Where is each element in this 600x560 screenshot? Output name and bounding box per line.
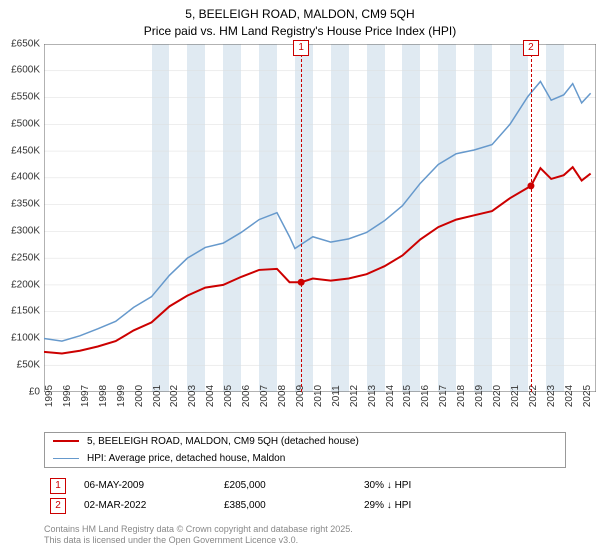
footer-line2: This data is licensed under the Open Gov… [44,535,600,547]
sales-date: 06-MAY-2009 [84,480,224,491]
y-tick-label: £450K [0,145,40,156]
sales-price: £205,000 [224,480,364,491]
chart-title: 5, BEELEIGH ROAD, MALDON, CM9 5QH Price … [0,0,600,44]
title-address: 5, BEELEIGH ROAD, MALDON, CM9 5QH [0,6,600,23]
y-tick-label: £350K [0,199,40,210]
sales-row: 2 02-MAR-2022 £385,000 29% ↓ HPI [44,496,564,516]
y-tick-label: £550K [0,92,40,103]
title-subtitle: Price paid vs. HM Land Registry's House … [0,23,600,40]
footer-line1: Contains HM Land Registry data © Crown c… [44,524,600,536]
marker-badge: 2 [523,40,539,56]
y-tick-label: £300K [0,225,40,236]
sales-diff: 29% ↓ HPI [364,500,464,511]
legend-label: HPI: Average price, detached house, Mald… [87,453,285,464]
y-tick-label: £200K [0,279,40,290]
legend-item: HPI: Average price, detached house, Mald… [45,450,565,467]
legend-swatch [53,458,79,459]
y-tick-label: £150K [0,306,40,317]
chart-container: 5, BEELEIGH ROAD, MALDON, CM9 5QH Price … [0,0,600,560]
legend-item: 5, BEELEIGH ROAD, MALDON, CM9 5QH (detac… [45,433,565,450]
sales-marker: 2 [50,498,66,514]
sales-marker: 1 [50,478,66,494]
y-tick-label: £400K [0,172,40,183]
y-tick-label: £600K [0,65,40,76]
sales-diff: 30% ↓ HPI [364,480,464,491]
plot-area: £0£50K£100K£150K£200K£250K£300K£350K£400… [44,44,596,392]
marker-badge: 1 [293,40,309,56]
legend-swatch [53,440,79,442]
footer: Contains HM Land Registry data © Crown c… [44,524,600,547]
x-tick-label: 2025 [582,384,600,406]
sales-row: 1 06-MAY-2009 £205,000 30% ↓ HPI [44,476,564,496]
y-tick-label: £250K [0,252,40,263]
legend-label: 5, BEELEIGH ROAD, MALDON, CM9 5QH (detac… [87,436,359,447]
legend: 5, BEELEIGH ROAD, MALDON, CM9 5QH (detac… [44,432,566,468]
sales-price: £385,000 [224,500,364,511]
y-tick-label: £50K [0,359,40,370]
sales-date: 02-MAR-2022 [84,500,224,511]
sales-table: 1 06-MAY-2009 £205,000 30% ↓ HPI2 02-MAR… [44,476,564,516]
y-tick-label: £500K [0,118,40,129]
y-tick-label: £100K [0,333,40,344]
y-tick-label: £0 [0,386,40,397]
y-tick-label: £650K [0,38,40,49]
